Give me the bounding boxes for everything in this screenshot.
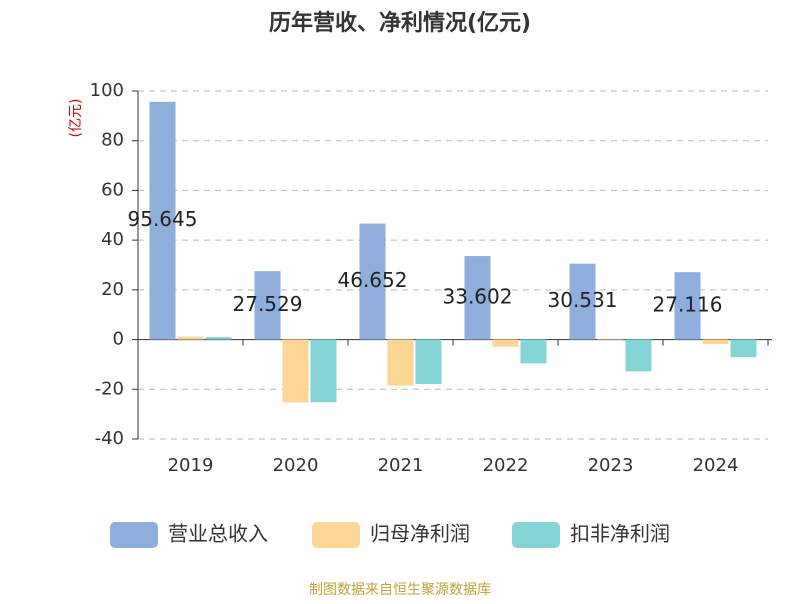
bar — [205, 337, 232, 340]
y-tick-label: 100 — [90, 80, 124, 101]
bar — [387, 339, 414, 386]
bar — [310, 339, 337, 403]
legend-swatch — [312, 522, 360, 548]
bar — [597, 338, 624, 340]
legend-swatch — [110, 522, 158, 548]
y-tick-label: 40 — [101, 229, 124, 250]
legend-label: 营业总收入 — [168, 522, 268, 546]
x-tick-label: 2021 — [378, 455, 424, 476]
bar — [730, 339, 757, 358]
data-label: 30.531 — [548, 288, 618, 312]
legend-swatch — [512, 522, 560, 548]
bar — [464, 256, 491, 340]
bar — [415, 339, 442, 385]
chart-title: 历年营收、净利情况(亿元) — [269, 10, 531, 36]
bar — [625, 339, 652, 372]
source-note: 制图数据来自恒生聚源数据库 — [309, 582, 491, 598]
bar — [674, 272, 701, 340]
data-label: 95.645 — [128, 207, 198, 231]
bar — [702, 339, 729, 345]
y-tick-label: 0 — [113, 329, 124, 350]
x-tick-label: 2023 — [588, 455, 634, 476]
data-label: 33.602 — [443, 284, 513, 308]
y-axis-label: (亿元) — [68, 99, 84, 138]
data-label: 27.116 — [653, 292, 723, 316]
data-label: 27.529 — [233, 292, 303, 316]
y-tick-label: 80 — [101, 130, 124, 151]
legend-label: 扣非净利润 — [570, 522, 670, 546]
bar — [149, 101, 176, 340]
bar — [282, 339, 309, 403]
bar — [177, 336, 204, 340]
bar — [569, 263, 596, 340]
bar — [359, 223, 386, 340]
x-tick-label: 2019 — [168, 455, 214, 476]
data-label: 46.652 — [338, 268, 408, 292]
bar — [254, 271, 281, 340]
y-tick-label: -40 — [95, 428, 124, 449]
x-tick-label: 2020 — [273, 455, 319, 476]
y-tick-label: 20 — [101, 279, 124, 300]
legend-label: 归母净利润 — [370, 522, 470, 546]
y-tick-label: 60 — [101, 179, 124, 200]
x-tick-label: 2024 — [693, 455, 739, 476]
bar — [520, 339, 547, 364]
y-tick-label: -20 — [95, 378, 124, 399]
x-tick-label: 2022 — [483, 455, 529, 476]
bar — [492, 339, 519, 347]
